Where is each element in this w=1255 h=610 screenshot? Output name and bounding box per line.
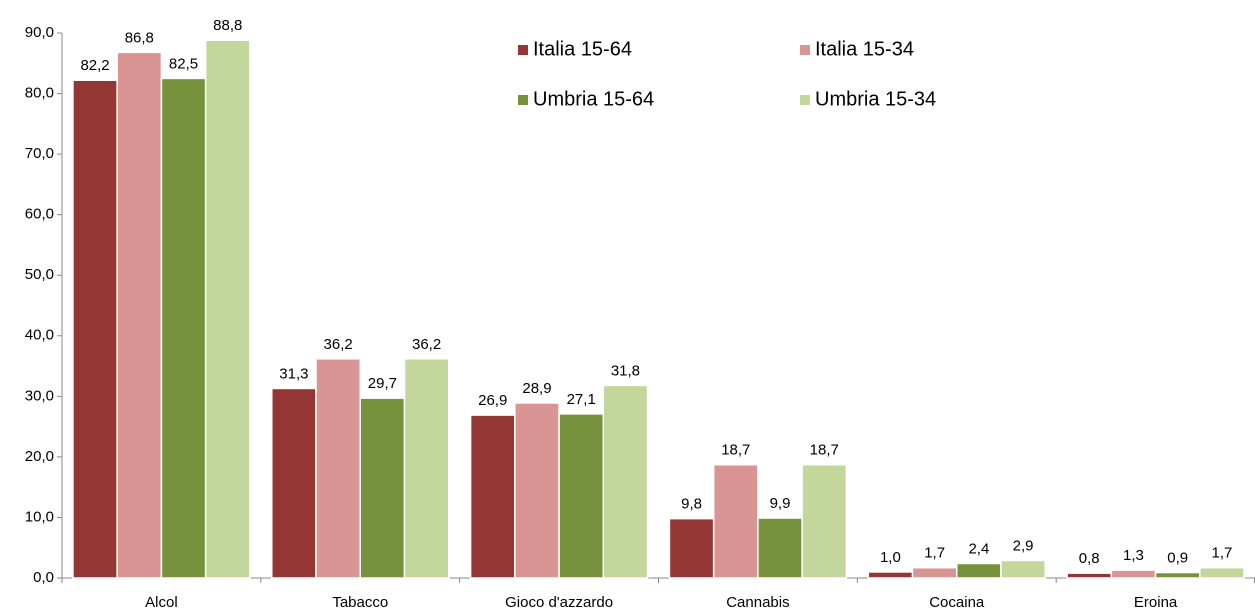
- y-tick-label: 0,0: [33, 569, 54, 586]
- value-label: 18,7: [721, 442, 750, 459]
- bar: [1066, 572, 1113, 579]
- value-label: 1,0: [880, 549, 901, 566]
- bar: [1110, 569, 1157, 579]
- bar: [602, 384, 649, 579]
- y-tick-label: 60,0: [25, 206, 54, 223]
- x-tick-label: Tabacco: [332, 594, 388, 610]
- bar: [469, 414, 516, 579]
- y-tick-label: 90,0: [25, 24, 54, 41]
- value-label: 82,5: [169, 55, 198, 72]
- bar: [712, 464, 759, 579]
- value-label: 29,7: [368, 375, 397, 392]
- value-label: 36,2: [324, 336, 353, 353]
- bar: [204, 39, 251, 579]
- value-label: 0,8: [1079, 550, 1100, 567]
- value-label: 26,9: [478, 392, 507, 409]
- legend-swatch: [800, 45, 810, 55]
- legend-label: Italia 15-64: [533, 38, 632, 60]
- value-label: 9,8: [681, 496, 702, 513]
- bar: [359, 397, 406, 579]
- bar: [867, 571, 914, 579]
- value-label: 2,4: [968, 540, 989, 557]
- value-label: 82,2: [80, 57, 109, 74]
- x-tick-label: Cocaina: [929, 594, 985, 610]
- bar: [116, 51, 163, 579]
- legend-label: Umbria 15-34: [815, 88, 936, 110]
- y-tick-label: 30,0: [25, 387, 54, 404]
- legend-swatch: [518, 45, 528, 55]
- bar: [911, 566, 958, 579]
- bar: [315, 358, 361, 579]
- value-label: 27,1: [567, 391, 596, 408]
- bar: [801, 464, 848, 579]
- bar: [1000, 559, 1046, 579]
- legend-swatch: [800, 95, 810, 105]
- value-label: 31,3: [279, 365, 308, 382]
- value-label: 36,2: [412, 336, 441, 353]
- legend-label: Umbria 15-64: [533, 88, 654, 110]
- bar: [956, 562, 1002, 579]
- bar: [72, 79, 118, 579]
- y-tick-label: 10,0: [25, 508, 54, 525]
- bar: [514, 402, 560, 579]
- value-label: 9,9: [770, 495, 791, 512]
- value-label: 1,3: [1123, 547, 1144, 564]
- x-tick-label: Cannabis: [726, 594, 789, 610]
- y-tick-label: 40,0: [25, 327, 54, 344]
- bar: [271, 387, 317, 579]
- y-tick-label: 70,0: [25, 145, 54, 162]
- value-label: 18,7: [810, 442, 839, 459]
- bar: [160, 77, 207, 579]
- bar: [1199, 566, 1245, 579]
- x-tick-label: Alcol: [145, 594, 178, 610]
- value-label: 86,8: [125, 29, 154, 46]
- value-label: 28,9: [522, 380, 551, 397]
- value-label: 2,9: [1013, 537, 1034, 554]
- y-tick-label: 20,0: [25, 448, 54, 465]
- y-tick-label: 80,0: [25, 85, 54, 102]
- x-tick-label: Gioco d'azzardo: [505, 594, 613, 610]
- bar: [558, 413, 605, 579]
- value-label: 1,7: [1212, 545, 1233, 562]
- legend-label: Italia 15-34: [815, 38, 914, 60]
- value-label: 88,8: [213, 17, 242, 34]
- y-tick-label: 50,0: [25, 266, 54, 283]
- bar: [1154, 571, 1201, 579]
- bar: [668, 517, 715, 579]
- bar: [757, 517, 803, 579]
- x-tick-label: Eroina: [1134, 594, 1178, 610]
- value-label: 1,7: [924, 545, 945, 562]
- value-label: 31,8: [611, 362, 640, 379]
- bar: [403, 358, 450, 579]
- legend-swatch: [518, 95, 528, 105]
- value-label: 0,9: [1167, 550, 1188, 567]
